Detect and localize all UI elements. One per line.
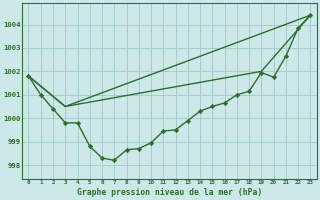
X-axis label: Graphe pression niveau de la mer (hPa): Graphe pression niveau de la mer (hPa) [77,188,262,197]
